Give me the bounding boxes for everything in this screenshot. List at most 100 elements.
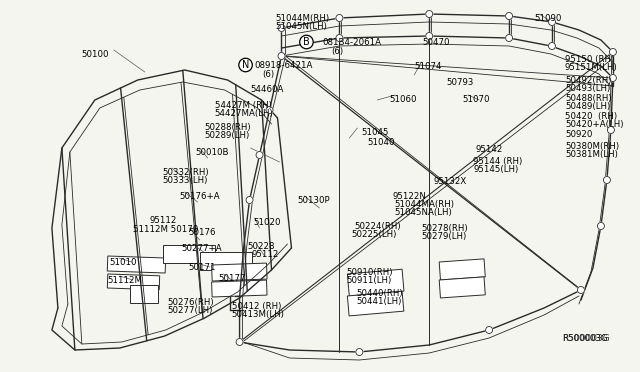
Text: 50171: 50171 — [189, 263, 216, 272]
Circle shape — [356, 349, 363, 356]
Circle shape — [278, 25, 285, 32]
Text: 50493(LH): 50493(LH) — [565, 84, 610, 93]
Text: 50288(RH): 50288(RH) — [205, 123, 252, 132]
Text: 95122N: 95122N — [392, 192, 426, 201]
Text: 51074: 51074 — [414, 62, 442, 71]
Text: 95142: 95142 — [475, 145, 502, 154]
Text: 95145(LH): 95145(LH) — [473, 165, 518, 174]
Text: 50380M(RH): 50380M(RH) — [565, 142, 619, 151]
Circle shape — [336, 35, 343, 42]
Bar — [348, 291, 404, 316]
Text: 95112: 95112 — [252, 250, 279, 259]
Text: 51112M 50170: 51112M 50170 — [132, 225, 198, 234]
Text: 50130P: 50130P — [298, 196, 330, 205]
Text: 50381M(LH): 50381M(LH) — [565, 150, 618, 159]
Text: 54427MA(LH): 54427MA(LH) — [214, 109, 273, 118]
Text: 50441(LH): 50441(LH) — [356, 297, 402, 306]
Circle shape — [246, 196, 253, 203]
Text: R500003G: R500003G — [562, 334, 610, 343]
Text: 50279(LH): 50279(LH) — [421, 232, 467, 241]
Bar — [212, 263, 267, 281]
Text: 50492(RH): 50492(RH) — [565, 76, 611, 85]
Bar — [108, 256, 166, 273]
Bar — [348, 269, 404, 296]
Text: 50100: 50100 — [82, 50, 109, 59]
Circle shape — [548, 19, 556, 26]
Text: R500003G: R500003G — [562, 334, 608, 343]
Text: 95132X: 95132X — [433, 177, 467, 186]
Text: 50276(RH): 50276(RH) — [168, 298, 214, 307]
Circle shape — [426, 10, 433, 17]
Text: 50488(RH): 50488(RH) — [565, 94, 612, 103]
Circle shape — [609, 48, 616, 55]
Text: 95151M(LH): 95151M(LH) — [565, 63, 618, 72]
Text: 50177: 50177 — [219, 274, 246, 283]
Text: 51090: 51090 — [534, 14, 561, 23]
Text: 95150 (RH): 95150 (RH) — [565, 55, 614, 64]
Text: 50793: 50793 — [446, 78, 474, 87]
Text: 50333(LH): 50333(LH) — [163, 176, 208, 185]
Text: 50420+A(LH): 50420+A(LH) — [565, 120, 623, 129]
Text: 51045N(LH): 51045N(LH) — [275, 22, 328, 31]
Text: 50224(RH): 50224(RH) — [355, 222, 401, 231]
Text: 50910(RH): 50910(RH) — [346, 268, 393, 277]
Bar — [163, 245, 214, 263]
Circle shape — [604, 176, 611, 183]
Text: 50225(LH): 50225(LH) — [351, 230, 397, 239]
Text: 50176: 50176 — [189, 228, 216, 237]
Text: 50412 (RH): 50412 (RH) — [232, 302, 281, 311]
Text: 50228: 50228 — [248, 242, 275, 251]
Text: 51045NA(LH): 51045NA(LH) — [394, 208, 452, 217]
Text: 50289(LH): 50289(LH) — [205, 131, 250, 140]
Circle shape — [236, 339, 243, 346]
Circle shape — [278, 52, 285, 60]
Text: B: B — [303, 37, 310, 47]
Circle shape — [506, 35, 513, 42]
Text: 51060: 51060 — [389, 95, 417, 104]
Text: 51112M: 51112M — [108, 276, 143, 285]
Circle shape — [597, 222, 604, 230]
Bar — [130, 285, 157, 303]
Text: N: N — [242, 60, 249, 70]
Text: 54427M (RH): 54427M (RH) — [214, 101, 271, 110]
Circle shape — [577, 286, 584, 294]
Text: (6): (6) — [332, 47, 344, 56]
Text: 08918-6421A: 08918-6421A — [255, 61, 313, 70]
Text: 54460A: 54460A — [250, 85, 284, 94]
Text: 50176+A: 50176+A — [180, 192, 220, 201]
Circle shape — [609, 74, 616, 81]
Bar — [439, 277, 485, 298]
Text: 95144 (RH): 95144 (RH) — [473, 157, 522, 166]
Text: 95112: 95112 — [150, 216, 177, 225]
Circle shape — [256, 151, 263, 158]
Text: 51044MA(RH): 51044MA(RH) — [394, 200, 454, 209]
Circle shape — [266, 106, 273, 113]
Circle shape — [486, 327, 493, 334]
Text: 50920: 50920 — [565, 130, 593, 139]
Text: 50278(RH): 50278(RH) — [421, 224, 468, 233]
Text: 081B4-2061A: 081B4-2061A — [323, 38, 381, 47]
Text: 50277+A: 50277+A — [182, 244, 222, 253]
Text: 50332(RH): 50332(RH) — [163, 168, 209, 177]
Text: 50420  (RH): 50420 (RH) — [565, 112, 617, 121]
Text: 51010: 51010 — [110, 258, 138, 267]
Bar — [200, 252, 252, 270]
Circle shape — [607, 126, 614, 134]
Text: 51070: 51070 — [462, 95, 490, 104]
Text: 50010B: 50010B — [196, 148, 229, 157]
Bar — [108, 274, 160, 290]
Text: 51044M(RH): 51044M(RH) — [275, 14, 330, 23]
Text: 50413M(LH): 50413M(LH) — [232, 310, 284, 319]
Text: 50489(LH): 50489(LH) — [565, 102, 610, 111]
Text: 50911(LH): 50911(LH) — [346, 276, 392, 285]
Bar — [439, 259, 485, 280]
Bar — [212, 280, 267, 297]
Text: (6): (6) — [262, 70, 275, 79]
Text: 51020: 51020 — [253, 218, 281, 227]
Circle shape — [426, 32, 433, 39]
Text: 51045: 51045 — [362, 128, 389, 137]
Circle shape — [548, 42, 556, 49]
Circle shape — [506, 13, 513, 19]
Text: 51040: 51040 — [367, 138, 395, 147]
Text: 50277(LH): 50277(LH) — [168, 306, 213, 315]
